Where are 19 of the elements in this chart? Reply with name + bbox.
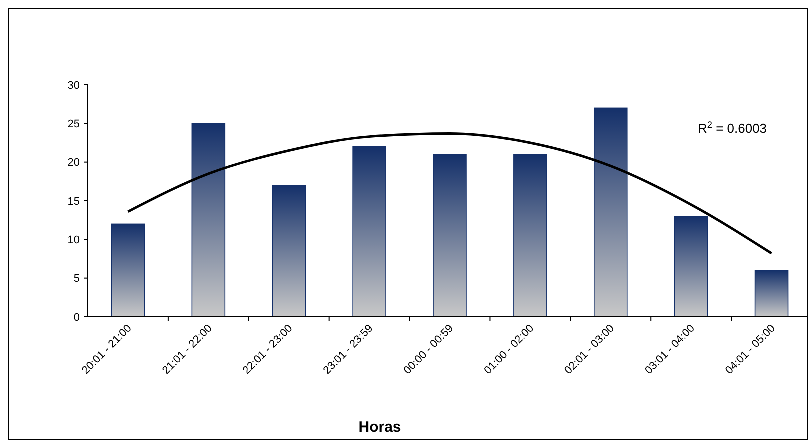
bar: [192, 123, 226, 318]
y-tick-label: 0: [74, 312, 80, 324]
bar: [272, 185, 306, 318]
bar: [433, 154, 467, 318]
y-tick-label: 10: [68, 234, 80, 247]
y-tick-label: 25: [68, 118, 80, 131]
y-tick-label: 20: [68, 157, 80, 170]
bar: [352, 146, 386, 318]
bar: [754, 270, 789, 318]
y-tick-label: 30: [68, 80, 80, 92]
x-axis-title: Horas: [358, 419, 402, 436]
bar: [111, 224, 146, 318]
bar: [674, 216, 708, 318]
y-tick-label: 15: [68, 196, 80, 208]
annotation: R$^{2}$ = 0.6003: [698, 120, 768, 136]
bar: [514, 154, 548, 318]
bar: [594, 108, 628, 318]
y-tick-label: 5: [74, 273, 80, 286]
line-series: [126, 132, 774, 255]
